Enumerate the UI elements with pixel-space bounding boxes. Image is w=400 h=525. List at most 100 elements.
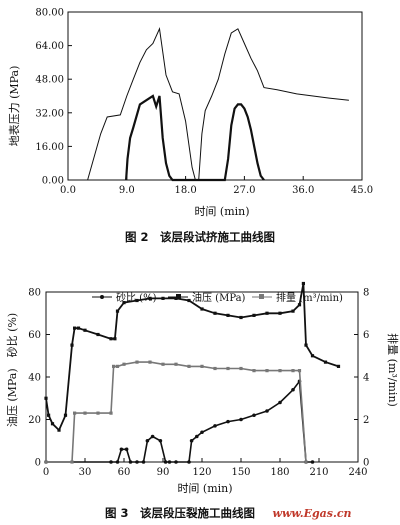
chart-2-y-tick-label: 80.00 xyxy=(35,8,64,19)
chart-3-oil-pressure-line xyxy=(45,283,339,432)
chart-3-oil-pressure-point xyxy=(63,413,68,417)
chart-3-y2-tick-label: 8 xyxy=(363,288,369,299)
chart-2-y-axis-label: 地表压力 (MPa) xyxy=(7,66,21,147)
chart-3-sand-ratio-point xyxy=(252,413,256,418)
chart-3-oil-pressure-point xyxy=(113,337,117,341)
chart-3-rate-point xyxy=(70,460,74,464)
chart-3-oil-pressure-point xyxy=(323,360,328,364)
chart-3-sand-ratio-point xyxy=(265,409,269,413)
chart-3-rate-point xyxy=(226,366,230,371)
chart-3-y2-tick-label: 2 xyxy=(363,415,369,426)
chart-3-oil-pressure-point xyxy=(76,326,81,330)
chart-3-sand-ratio-point xyxy=(195,434,199,439)
chart-3-oil-pressure-point xyxy=(291,309,295,313)
chart-3-rate-point xyxy=(148,360,152,364)
legend-label-oil-pressure: 油压 (MPa) xyxy=(192,291,246,304)
chart-3-oil-pressure-point xyxy=(122,301,126,305)
chart-3-sand-ratio-point xyxy=(174,460,178,464)
chart-3-sand-ratio-point xyxy=(145,438,150,443)
chart-3-sand-ratio-point xyxy=(124,447,129,452)
chart-3-sand-ratio-point xyxy=(291,387,295,392)
chart-3-rate-point xyxy=(265,369,269,373)
chart-3-sand-ratio-point xyxy=(141,460,146,464)
chart-3-rate-line xyxy=(46,361,307,463)
chart-3-oil-pressure-point xyxy=(50,422,55,426)
chart-3-x-tick-label: 210 xyxy=(309,467,328,478)
chart-3-oil-pressure-point xyxy=(265,311,269,315)
chart-3-y2-tick-label: 0 xyxy=(363,458,369,469)
chart-2-x-tick-label: 45.0 xyxy=(351,185,373,196)
chart-2-x-tick-label: 27.0 xyxy=(233,185,255,196)
chart-2-x-tick-label: 18.0 xyxy=(174,185,196,196)
chart-3-oil-pressure-point xyxy=(57,428,61,432)
chart-3-rate-point xyxy=(73,411,77,415)
chart-3-oil-pressure-point xyxy=(336,364,341,368)
chart-3-x-tick-label: 240 xyxy=(348,467,367,478)
chart-3-sand-ratio-point xyxy=(187,460,191,464)
chart-3-y-tick-label: 40 xyxy=(28,373,41,384)
chart-3-oil-pressure-point xyxy=(44,396,48,400)
legend-marker-oil-pressure xyxy=(176,294,181,299)
chart-3-oil-pressure-point xyxy=(148,296,152,300)
chart-3-series xyxy=(44,281,341,464)
chart-3-oil-pressure-point xyxy=(70,343,74,347)
chart-3-rate-point xyxy=(44,460,48,464)
chart-3-plot-frame xyxy=(45,291,359,463)
chart-3-oil-pressure-point xyxy=(252,313,256,317)
chart-3-rate-point xyxy=(304,460,308,464)
chart-3-y-tick-label: 20 xyxy=(28,415,41,426)
chart-3-sand-ratio-point xyxy=(239,417,243,422)
chart-3-caption: 图 3 该层段压裂施工曲线图 xyxy=(105,506,255,520)
chart-3-y-tick-label: 0 xyxy=(35,458,41,469)
chart-3-rate-point xyxy=(291,369,295,373)
chart-3-y2-tick-label: 4 xyxy=(363,373,369,384)
chart-3-y-tick-label: 60 xyxy=(28,330,41,341)
chart-3-sand-ratio-point xyxy=(135,460,139,464)
chart-3-x-tick-label: 60 xyxy=(118,467,131,478)
chart-3-rate-point xyxy=(187,364,191,368)
chart-3-rate-point xyxy=(213,366,217,371)
chart-2-y-tick-label: 16.00 xyxy=(35,142,64,153)
chart-3-rate-point xyxy=(122,362,126,366)
chart-3-oil-pressure-point xyxy=(109,337,113,341)
chart-3-rate-point xyxy=(135,360,139,364)
chart-3-sand-ratio-point xyxy=(167,460,172,464)
chart-2-y-tick-label: 32.00 xyxy=(35,108,64,119)
chart-3-oil-pressure-point xyxy=(310,354,315,358)
chart-3-oil-pressure-point xyxy=(213,311,217,315)
chart-2-y-tick-label: 48.00 xyxy=(35,75,64,86)
chart-3-x-tick-label: 120 xyxy=(192,467,211,478)
chart-2-plot-frame xyxy=(67,11,363,181)
chart-3-sand-ratio-point xyxy=(128,460,133,464)
legend-marker-rate xyxy=(259,294,264,299)
chart-3-sand-ratio-point xyxy=(158,438,163,443)
chart-3-rate-point xyxy=(83,411,87,415)
chart-3-sand-ratio-point xyxy=(278,400,282,405)
chart-3-sand-ratio-point xyxy=(226,419,230,424)
chart-3-oil-pressure-point xyxy=(187,298,191,303)
chart-2-pressure-line xyxy=(68,27,349,181)
chart-3-rate-point xyxy=(297,369,302,373)
chart-3-x-tick-label: 0 xyxy=(43,467,49,478)
chart-3-x-tick-label: 180 xyxy=(270,467,289,478)
chart-2-x-axis-label: 时间 (min) xyxy=(194,205,249,218)
chart-3-rate-point xyxy=(109,411,113,415)
chart-3-rate-point xyxy=(112,364,116,368)
chart-3-oil-pressure-point xyxy=(301,281,305,286)
chart-3-oil-pressure-point xyxy=(83,328,87,332)
chart-3-sand-ratio-point xyxy=(119,447,124,452)
chart-3-oil-pressure-point xyxy=(297,303,302,307)
chart-3-rate-point xyxy=(174,362,178,366)
chart-3-oil-pressure-point xyxy=(115,309,120,313)
chart-3-x-tick-label: 150 xyxy=(231,467,250,478)
chart-3-oil-pressure-point xyxy=(200,307,204,311)
chart-3-sand-ratio-point xyxy=(163,460,168,464)
chart-3-oil-pressure-point xyxy=(73,326,77,330)
chart-3-sand-ratio-point xyxy=(310,460,315,464)
chart-2-x-tick-label: 9.0 xyxy=(119,185,135,196)
legend-marker-sand-ratio xyxy=(100,295,104,299)
chart-3-x-tick-label: 30 xyxy=(79,467,92,478)
